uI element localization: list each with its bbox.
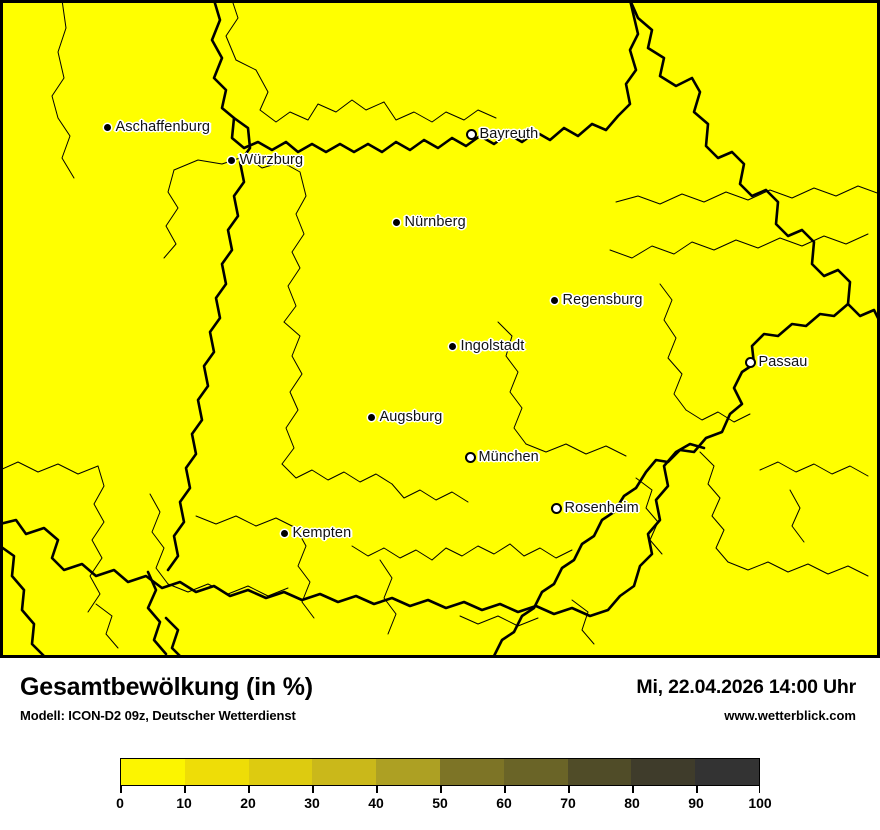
- city-label: Würzburg: [239, 152, 304, 168]
- city-label: Ingolstadt: [460, 338, 525, 354]
- colorbar-tick: [504, 786, 506, 793]
- colorbar-swatch: [439, 759, 504, 785]
- colorbar-tick: [248, 786, 250, 793]
- city-dot-icon: [746, 358, 754, 366]
- colorbar-swatch: [631, 759, 696, 785]
- cloud-cover-map[interactable]: Aschaffenburg Würzburg Bayreuth Nürnberg Reg…: [0, 0, 880, 658]
- colorbar-tick-labels: 0 10 20 30 40 50 60 70 80 90 100: [116, 794, 772, 814]
- city-dot-icon: [227, 156, 235, 164]
- colorbar-tick-label: 70: [560, 795, 576, 811]
- city-dot-icon: [448, 342, 456, 350]
- map-footer: Gesamtbewölkung (in %) Modell: ICON-D2 0…: [0, 658, 880, 830]
- colorbar-tick-label: 90: [688, 795, 704, 811]
- city-marker[interactable]: Aschaffenburg: [103, 119, 211, 135]
- colorbar-swatch: [312, 759, 377, 785]
- city-marker[interactable]: Nürnberg: [392, 214, 466, 230]
- colorbar-swatch: [567, 759, 632, 785]
- colorbar-tick-label: 50: [432, 795, 448, 811]
- regional-border-group: [0, 0, 880, 649]
- city-label: Nürnberg: [404, 214, 466, 230]
- city-label: Augsburg: [379, 409, 443, 425]
- city-marker[interactable]: Augsburg: [367, 409, 443, 425]
- city-label: Bayreuth: [479, 126, 539, 142]
- colorbar-swatch: [121, 759, 185, 785]
- colorbar-tick: [312, 786, 314, 793]
- city-marker[interactable]: Passau: [746, 354, 808, 370]
- city-label: Rosenheim: [564, 500, 639, 516]
- colorbar-swatch: [695, 759, 759, 785]
- colorbar-tick: [758, 786, 760, 793]
- colorbar-swatch: [503, 759, 568, 785]
- colorbar-tick-label: 20: [240, 795, 256, 811]
- city-label: München: [478, 449, 539, 465]
- colorbar-tick-label: 60: [496, 795, 512, 811]
- page-title: Gesamtbewölkung (in %): [20, 673, 313, 701]
- colorbar-tick: [632, 786, 634, 793]
- colorbar-tick-label: 30: [304, 795, 320, 811]
- city-label: Aschaffenburg: [115, 119, 211, 135]
- city-dot-icon: [103, 123, 111, 131]
- city-marker[interactable]: Würzburg: [227, 152, 304, 168]
- colorbar-tick: [440, 786, 442, 793]
- colorbar-tick: [120, 786, 122, 793]
- colorbar-legend: 0 10 20 30 40 50 60 70 80 90 100: [116, 758, 772, 814]
- city-label: Kempten: [292, 525, 352, 541]
- city-marker[interactable]: Bayreuth: [467, 126, 539, 142]
- colorbar-swatch: [248, 759, 313, 785]
- city-marker[interactable]: Regensburg: [550, 292, 643, 308]
- city-dot-icon: [392, 218, 400, 226]
- colorbar-tick-label: 40: [368, 795, 384, 811]
- colorbar-tick-label: 80: [624, 795, 640, 811]
- colorbar-tick: [696, 786, 698, 793]
- colorbar-tick: [376, 786, 378, 793]
- city-dot-icon: [466, 453, 474, 461]
- colorbar-tick: [568, 786, 570, 793]
- colorbar-tick: [184, 786, 186, 793]
- colorbar-tick-label: 10: [176, 795, 192, 811]
- site-url: www.wetterblick.com: [724, 708, 856, 723]
- model-subtitle: Modell: ICON-D2 09z, Deutscher Wetterdie…: [20, 707, 296, 723]
- city-dot-icon: [367, 413, 375, 421]
- colorbar-tick-label: 0: [116, 795, 124, 811]
- city-dot-icon: [550, 296, 558, 304]
- city-marker[interactable]: München: [466, 449, 539, 465]
- city-marker[interactable]: Kempten: [280, 525, 352, 541]
- city-label: Passau: [758, 354, 808, 370]
- city-marker[interactable]: Ingolstadt: [448, 338, 525, 354]
- colorbar-tick-label: 100: [748, 795, 772, 811]
- colorbar-swatch: [376, 759, 440, 785]
- city-marker[interactable]: Rosenheim: [552, 500, 639, 516]
- administrative-borders: [0, 0, 880, 658]
- colorbar-swatch: [184, 759, 249, 785]
- colorbar-swatches: [120, 758, 760, 786]
- cloud-cover-raster: [0, 0, 880, 658]
- city-label: Regensburg: [562, 292, 643, 308]
- city-dot-icon: [467, 130, 475, 138]
- city-dot-icon: [552, 504, 560, 512]
- valid-datetime: Mi, 22.04.2026 14:00 Uhr: [636, 676, 856, 698]
- national-border-group: [0, 0, 880, 658]
- title-block: Gesamtbewölkung (in %) Modell: ICON-D2 0…: [20, 673, 313, 723]
- colorbar-ticks: [120, 786, 760, 794]
- meta-block: Mi, 22.04.2026 14:00 Uhr www.wetterblick…: [636, 676, 856, 723]
- city-dot-icon: [280, 529, 288, 537]
